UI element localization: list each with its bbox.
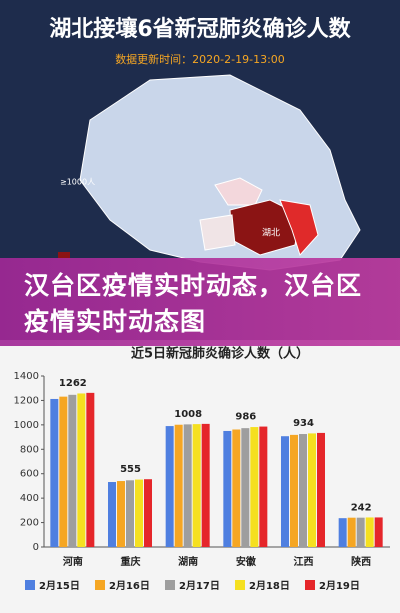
legend-swatch (95, 580, 105, 590)
bar (108, 482, 116, 547)
legend-swatch (25, 580, 35, 590)
map-legend: ≥1000人 (60, 178, 95, 187)
y-tick-label: 800 (20, 444, 39, 455)
data-label: 1262 (59, 378, 87, 389)
y-tick-label: 400 (20, 493, 39, 504)
y-tick-label: 0 (33, 542, 39, 553)
legend-label: 2月16日 (109, 580, 150, 592)
bar (77, 393, 86, 547)
x-tick-label: 陕西 (351, 555, 371, 568)
bar (241, 428, 250, 547)
title: 湖北接壤6省新冠肺炎确诊人数 (49, 16, 351, 42)
bar (117, 481, 125, 547)
map-label: 湖北 (262, 228, 280, 239)
bar (174, 424, 183, 547)
data-label: 934 (293, 418, 314, 429)
bar (126, 480, 134, 547)
y-tick-label: 600 (20, 469, 39, 480)
data-label: 242 (351, 502, 372, 513)
bar (308, 433, 316, 547)
bar (281, 436, 289, 547)
bar (68, 394, 77, 547)
bar (144, 479, 152, 547)
y-tick-label: 200 (20, 518, 39, 529)
bar (165, 426, 174, 547)
chart-title: 近5日新冠肺炎确诊人数（人） (131, 346, 309, 362)
data-label: 1008 (174, 409, 202, 420)
x-tick-label: 湖南 (178, 555, 198, 568)
bar (192, 424, 201, 547)
bar (259, 426, 268, 547)
bar (365, 517, 374, 547)
legend-swatch (235, 580, 245, 590)
legend-label: 2月18日 (249, 580, 290, 592)
bar (223, 430, 232, 547)
bar (232, 429, 241, 547)
y-tick-label: 1200 (14, 395, 39, 406)
bar (59, 396, 68, 547)
bar (338, 518, 347, 547)
bar (356, 517, 365, 547)
legend-label: 2月15日 (39, 580, 80, 592)
legend-swatch (165, 580, 175, 590)
map: 湖北 ≥1000人 (58, 74, 361, 271)
bar (290, 434, 298, 547)
bar (201, 423, 210, 547)
y-tick-label: 1400 (14, 371, 39, 382)
bar (86, 392, 95, 547)
x-tick-label: 河南 (63, 555, 83, 568)
bar (347, 517, 356, 547)
x-tick-label: 安徽 (236, 555, 257, 568)
bar (250, 427, 259, 547)
bar (183, 424, 192, 547)
x-tick-label: 重庆 (121, 555, 141, 568)
legend-label: 2月17日 (179, 580, 220, 592)
bar (50, 398, 59, 547)
bar (374, 517, 383, 547)
y-tick-label: 1000 (14, 420, 39, 431)
subtitle: 数据更新时间：2020-2-19-13:00 (115, 52, 285, 66)
legend-label: 2月19日 (319, 580, 360, 592)
legend-swatch (305, 580, 315, 590)
bar (135, 479, 143, 547)
data-label: 986 (235, 412, 256, 423)
data-label: 555 (120, 464, 141, 475)
bar (317, 432, 325, 547)
x-tick-label: 江西 (294, 555, 314, 568)
bar (299, 434, 307, 547)
banner: 汉台区疫情实时动态，汉台区疫情实时动态图 (0, 258, 400, 346)
